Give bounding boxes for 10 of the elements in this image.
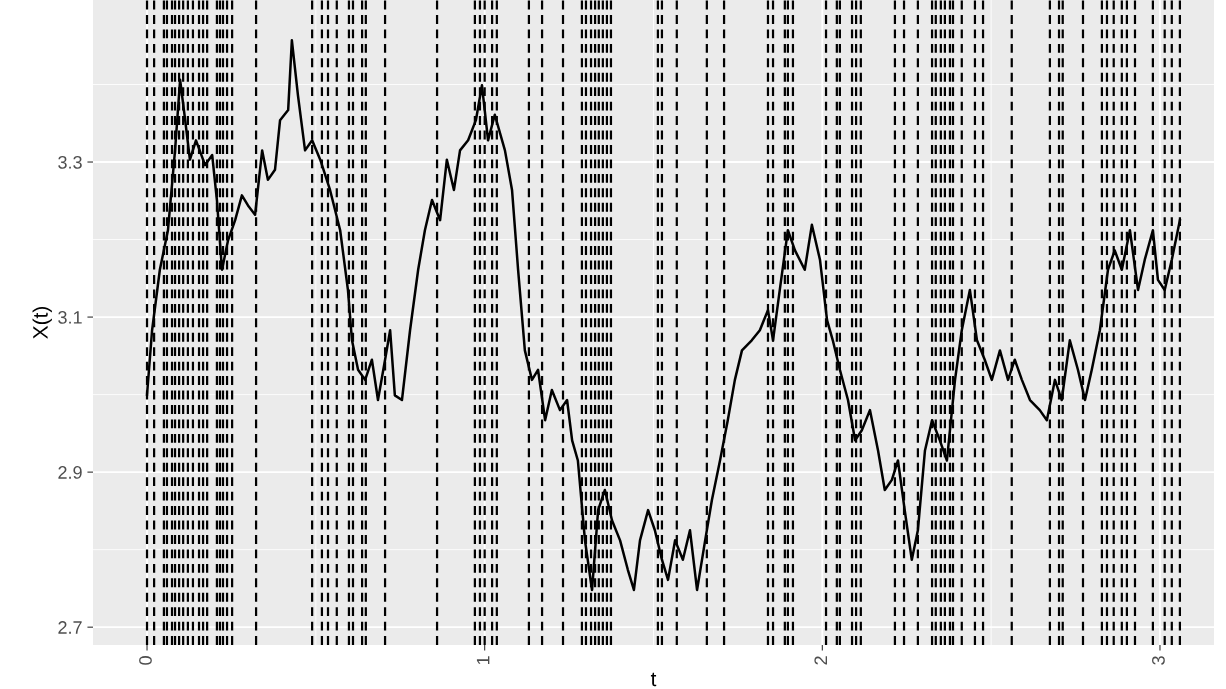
x-tick-label: 3: [1152, 656, 1165, 665]
x-axis-title: t: [650, 672, 657, 687]
y-axis-title: X(t): [32, 307, 52, 339]
y-tick-label: 2.7: [58, 621, 82, 634]
y-tick-label: 2.9: [58, 466, 82, 479]
x-tick-label: 0: [139, 656, 152, 665]
x-tick-label: 1: [476, 656, 490, 665]
y-tick-label: 3.1: [58, 311, 82, 324]
x-tick-label: 2: [814, 656, 827, 665]
y-tick-label: 3.3: [58, 155, 82, 169]
